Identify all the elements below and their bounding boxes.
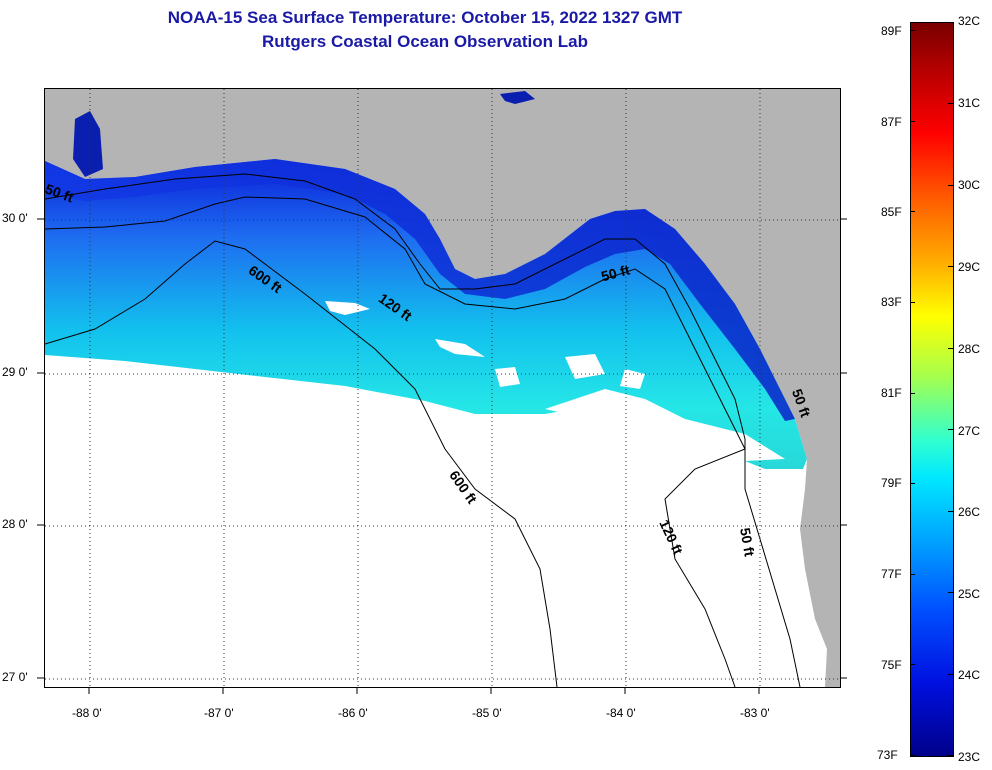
graticule <box>45 89 840 687</box>
colorbar-c-label: 28C <box>958 342 981 356</box>
cloud-gap <box>565 354 605 379</box>
colorbar-tick <box>948 673 953 675</box>
colorbar-f-label: 83F <box>881 295 902 309</box>
lon-label: -85 0' <box>472 706 502 720</box>
colorbar-f-label: 75F <box>881 658 902 672</box>
bay-area <box>73 111 103 177</box>
colorbar-tick <box>910 120 915 122</box>
colorbar-tick <box>910 211 915 213</box>
colorbar-tick <box>948 429 953 431</box>
colorbar-f-label: 85F <box>881 205 902 219</box>
colorbar-c-label: 23C <box>958 750 981 764</box>
colorbar-tick <box>948 347 953 349</box>
colorbar-f-label: 79F <box>881 476 902 490</box>
map-title: NOAA-15 Sea Surface Temperature: October… <box>167 8 683 27</box>
lat-label: 30 0' <box>2 211 28 225</box>
colorbar-c-label: 24C <box>958 668 981 682</box>
colorbar-tick <box>910 30 915 31</box>
contour-50ft <box>45 173 801 687</box>
colorbar-c-label: 32C <box>958 14 981 28</box>
cloud-gap <box>495 367 520 387</box>
colorbar-tick <box>948 592 953 594</box>
colorbar-tick <box>910 664 915 666</box>
lon-label: -84 0' <box>606 706 636 720</box>
lon-label: -88 0' <box>72 706 102 720</box>
colorbar-tick <box>910 573 915 575</box>
lat-label: 28 0' <box>2 517 28 531</box>
colorbar-tick <box>948 184 953 186</box>
colorbar-tick <box>948 510 953 512</box>
colorbar-f-label: 77F <box>881 567 902 581</box>
map-subtitle: Rutgers Coastal Ocean Observation Lab <box>262 32 588 51</box>
colorbar-c-label: 26C <box>958 505 981 519</box>
lon-label: -83 0' <box>740 706 770 720</box>
map-canvas <box>45 89 840 687</box>
cloud-gap <box>325 301 370 315</box>
bay-area <box>500 91 535 104</box>
colorbar-c-label: 30C <box>958 178 981 192</box>
colorbar-f-label: 81F <box>881 386 902 400</box>
land-mass <box>45 89 840 687</box>
sst-map: 50 ft 600 ft 120 ft 50 ft 600 ft 120 ft … <box>44 88 841 688</box>
contour-120ft <box>45 196 746 687</box>
colorbar-tick <box>910 755 915 756</box>
cloud-gap <box>435 339 485 357</box>
colorbar-f-label: 89F <box>881 24 902 38</box>
lon-label: -86 0' <box>338 706 368 720</box>
colorbar-tick <box>910 392 915 394</box>
colorbar-tick <box>948 22 953 23</box>
colorbar-tick <box>948 755 953 756</box>
lat-label: 29 0' <box>2 365 28 379</box>
colorbar-c-label: 25C <box>958 587 981 601</box>
colorbar-c-label: 27C <box>958 424 981 438</box>
colorbar-f-label: 73F <box>877 748 898 762</box>
colorbar-tick <box>910 483 915 485</box>
nearshore-band <box>45 159 795 421</box>
colorbar-tick <box>948 266 953 268</box>
contour-600ft <box>45 240 558 687</box>
colorbar-c-label: 31C <box>958 96 981 110</box>
cloud-gap <box>545 389 785 461</box>
lon-label: -87 0' <box>204 706 234 720</box>
colorbar-f-label: 87F <box>881 115 902 129</box>
colorbar-tick <box>948 103 953 105</box>
lat-label: 27 0' <box>2 670 28 684</box>
colorbar-tick <box>910 301 915 303</box>
temperature-colorbar <box>910 22 954 757</box>
colorbar-c-label: 29C <box>958 260 981 274</box>
